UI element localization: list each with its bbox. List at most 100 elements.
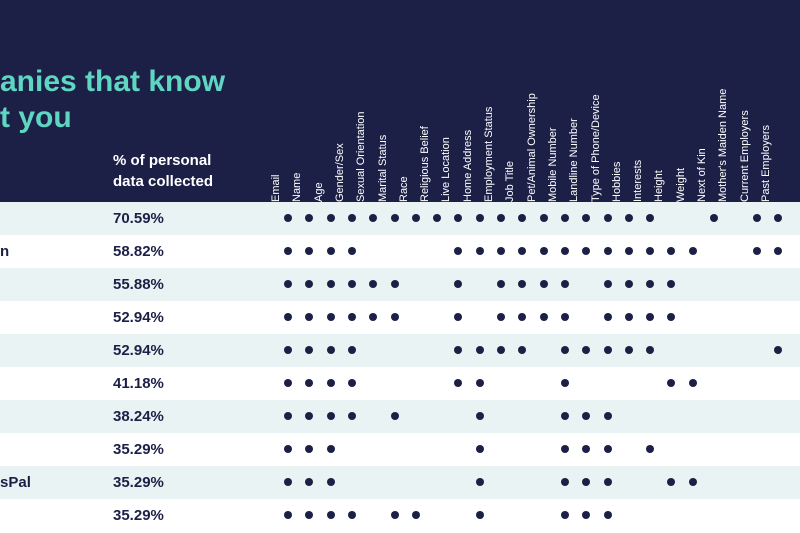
percent-value: 52.94% <box>113 342 164 359</box>
data-collected-dot <box>326 346 335 354</box>
column-label: Weight <box>674 167 687 202</box>
data-collected-dot <box>582 478 591 486</box>
data-collected-dot <box>347 214 356 222</box>
data-collected-dot <box>560 412 569 420</box>
data-collected-dot <box>646 214 655 222</box>
column-label: Name <box>291 172 304 202</box>
data-collected-dot <box>475 379 484 387</box>
percent-value: 35.29% <box>113 474 164 491</box>
data-collected-dot <box>284 280 292 288</box>
data-collected-dot <box>326 379 335 387</box>
data-collected-dot <box>560 313 569 321</box>
data-collected-dot <box>284 511 292 519</box>
data-collected-dot <box>305 247 314 255</box>
data-collected-dot <box>347 247 356 255</box>
data-collected-dot <box>582 412 591 420</box>
data-collected-dot <box>667 280 676 288</box>
percent-value: 70.59% <box>113 210 164 227</box>
column-label: Past Employers <box>759 124 772 202</box>
data-collected-dot <box>390 313 399 321</box>
page-title: anies that know t you <box>0 65 226 134</box>
data-collected-dot <box>347 511 356 519</box>
data-collected-dot <box>454 346 463 354</box>
data-collected-dot <box>773 247 782 255</box>
data-collected-dot <box>497 214 505 222</box>
column-label: Employment Status <box>483 106 495 202</box>
data-collected-dot <box>284 346 292 354</box>
data-collected-dot <box>305 379 314 387</box>
data-collected-dot <box>624 280 633 288</box>
data-collected-dot <box>518 214 527 222</box>
data-collected-dot <box>369 280 378 288</box>
data-collected-dot <box>284 445 292 453</box>
data-collected-dot <box>603 346 612 354</box>
data-collected-dot <box>560 346 569 354</box>
data-collected-dot <box>624 214 633 222</box>
data-collected-dot <box>603 445 612 453</box>
percent-value: 35.29% <box>113 441 164 458</box>
data-collected-dot <box>603 313 612 321</box>
data-collected-dot <box>305 511 314 519</box>
column-label: Pet/Animal Ownership <box>525 93 538 202</box>
data-collected-dot <box>539 313 548 321</box>
data-collected-dot <box>475 511 484 519</box>
data-collected-dot <box>326 313 335 321</box>
data-collected-dot <box>603 511 612 519</box>
data-collected-dot <box>518 313 527 321</box>
data-collected-dot <box>326 280 335 288</box>
table-row: 35.29% <box>0 499 800 532</box>
table-row: 52.94% <box>0 301 800 334</box>
data-table: 70.59% n 58.82% 55.88% 52.94% 52.94% 41.18% 38.… <box>0 202 800 532</box>
data-collected-dot <box>326 412 335 420</box>
data-collected-dot <box>497 280 505 288</box>
table-row: 38.24% <box>0 400 800 433</box>
column-label: Current Employers <box>738 110 751 202</box>
data-collected-dot <box>624 346 633 354</box>
data-collected-dot <box>347 280 356 288</box>
data-collected-dot <box>305 313 314 321</box>
data-collected-dot <box>560 379 569 387</box>
data-collected-dot <box>497 346 505 354</box>
header-banner: anies that know t you % of personal data… <box>0 0 800 202</box>
data-collected-dot <box>603 247 612 255</box>
table-row: sPal 35.29% <box>0 466 800 499</box>
column-label: Sexual Orientation <box>355 111 368 203</box>
data-collected-dot <box>347 313 356 321</box>
column-label: Height <box>653 170 666 202</box>
data-collected-dot <box>390 511 399 519</box>
data-collected-dot <box>667 478 676 486</box>
data-collected-dot <box>582 247 591 255</box>
data-collected-dot <box>347 346 356 354</box>
data-collected-dot <box>624 313 633 321</box>
table-row: 52.94% <box>0 334 800 367</box>
data-collected-dot <box>582 445 591 453</box>
data-collected-dot <box>326 247 335 255</box>
data-collected-dot <box>646 313 655 321</box>
column-label: Hobbies <box>610 161 623 202</box>
data-collected-dot <box>305 478 314 486</box>
data-collected-dot <box>454 214 463 222</box>
data-collected-dot <box>646 247 655 255</box>
data-collected-dot <box>582 346 591 354</box>
percent-value: 58.82% <box>113 243 164 260</box>
data-collected-dot <box>582 214 591 222</box>
table-row: 55.88% <box>0 268 800 301</box>
data-collected-dot <box>646 280 655 288</box>
column-label: Next of Kin <box>696 148 708 202</box>
data-collected-dot <box>305 412 314 420</box>
data-collected-dot <box>369 214 378 222</box>
data-collected-dot <box>284 313 292 321</box>
data-collected-dot <box>390 412 399 420</box>
data-collected-dot <box>305 280 314 288</box>
column-label: Type of Phone/Device <box>589 94 602 202</box>
data-collected-dot <box>326 478 335 486</box>
column-label: Mother's Maiden Name <box>717 88 730 202</box>
data-collected-dot <box>347 412 356 420</box>
data-collected-dot <box>347 379 356 387</box>
percent-value: 38.24% <box>113 408 164 425</box>
data-collected-dot <box>539 280 548 288</box>
data-collected-dot <box>773 346 782 354</box>
data-collected-dot <box>646 346 655 354</box>
data-collected-dot <box>390 214 399 222</box>
data-collected-dot <box>390 280 399 288</box>
